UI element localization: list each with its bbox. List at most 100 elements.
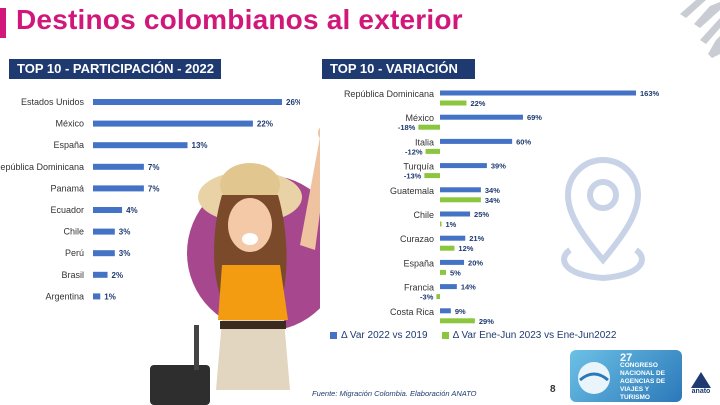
category-label: Panamá (50, 183, 84, 193)
value-label: 163% (640, 89, 660, 98)
legend-swatch-green (441, 332, 449, 339)
bar (440, 100, 467, 106)
congress-logo: 27 CONGRESO NACIONAL DE AGENCIAS DE VIAJ… (570, 350, 682, 402)
legend-item-series-1: Δ Var 2022 vs 2019 (330, 330, 428, 341)
bar (440, 138, 513, 144)
value-label: 21% (469, 234, 484, 243)
right-chart-header: TOP 10 - VARIACIÓN (322, 59, 475, 79)
value-label: 34% (485, 186, 500, 195)
value-label: -12% (405, 147, 423, 156)
category-label: España (403, 258, 434, 268)
legend-item-series-2: Δ Var Ene-Jun 2023 vs Ene-Jun2022 (441, 330, 617, 341)
bar (93, 271, 108, 278)
value-label: 22% (257, 120, 273, 129)
value-label: 7% (148, 184, 160, 193)
category-label: República Dominicana (0, 162, 84, 172)
source-note: Fuente: Migración Colombia. Elaboración … (312, 389, 477, 398)
category-label: Italia (415, 137, 434, 147)
value-label: 5% (450, 268, 461, 277)
category-label: Ecuador (50, 205, 84, 215)
category-label: Costa Rica (390, 307, 434, 317)
bar (93, 120, 253, 127)
traveler-woman-illustration (150, 127, 320, 405)
value-label: 60% (516, 137, 531, 146)
page-number: 8 (550, 384, 556, 395)
bar (93, 228, 115, 235)
category-label: España (53, 140, 84, 150)
bar (440, 163, 487, 169)
bar (440, 318, 475, 324)
category-label: Chile (63, 227, 84, 237)
value-label: 2% (112, 271, 124, 280)
page-title: Destinos colombianos al exterior (16, 4, 463, 35)
bar (93, 99, 282, 105)
bar (93, 293, 101, 300)
category-label: Guatemala (390, 186, 434, 196)
anato-mark-icon (691, 372, 711, 388)
bar (440, 308, 451, 314)
category-label: Francia (404, 283, 434, 293)
bar (440, 90, 636, 96)
bar (93, 163, 144, 170)
value-label: 1% (446, 220, 457, 229)
congress-number: 27 (620, 352, 633, 364)
value-label: 9% (455, 307, 466, 316)
category-label: Brasil (61, 270, 84, 280)
value-label: -18% (398, 123, 416, 132)
value-label: 20% (468, 258, 483, 267)
participation-chart: Estados Unidos 26% México 22% España 13% Repúb… (0, 97, 300, 301)
category-label: República Dominicana (344, 89, 434, 99)
bar (440, 269, 447, 275)
anato-logo-label: anato (691, 388, 711, 395)
value-label: 3% (119, 228, 131, 237)
anato-logo: anato (686, 372, 716, 402)
location-pin-icon (561, 157, 645, 282)
value-label: 7% (148, 163, 160, 172)
value-label: 26% (286, 98, 300, 107)
legend-label-series-2: Δ Var Ene-Jun 2023 vs Ene-Jun2022 (452, 330, 617, 341)
left-chart-header: TOP 10 - PARTICIPACIÓN - 2022 (9, 59, 221, 79)
value-label: 3% (119, 249, 131, 258)
bar (93, 250, 115, 257)
legend-label-series-1: Δ Var 2022 vs 2019 (341, 330, 428, 341)
category-label: Curazao (400, 234, 434, 244)
value-label: 29% (479, 317, 494, 326)
value-label: 69% (527, 113, 542, 122)
category-label: México (55, 119, 84, 129)
value-label: 13% (192, 141, 208, 150)
value-label: -3% (420, 293, 434, 302)
bar (440, 187, 481, 193)
bar (440, 221, 442, 227)
globe-icon (578, 362, 610, 394)
bar (93, 142, 188, 149)
title-accent-bar (0, 8, 6, 38)
category-label: Chile (413, 210, 434, 220)
bar (440, 235, 466, 241)
value-label: 14% (461, 283, 476, 292)
value-label: 25% (474, 210, 489, 219)
variation-chart: República Dominicana 163% 22% México 69% -18%… (344, 89, 660, 326)
bar (440, 245, 455, 251)
legend-swatch-blue (330, 332, 337, 339)
bar (93, 185, 144, 192)
bar (418, 124, 440, 130)
category-label: México (405, 113, 434, 123)
value-label: 34% (485, 196, 500, 205)
value-label: 12% (458, 244, 473, 253)
bar (93, 207, 123, 213)
value-label: 1% (104, 292, 116, 301)
congress-text: CONGRESO NACIONAL DE AGENCIAS DE VIAJES … (620, 362, 666, 401)
value-label: 39% (491, 162, 506, 171)
value-label: -13% (404, 172, 422, 181)
bar (424, 173, 440, 179)
category-label: Turquía (403, 162, 434, 172)
bar (440, 211, 471, 217)
variation-legend: Δ Var 2022 vs 2019 Δ Var Ene-Jun 2023 vs… (330, 330, 616, 341)
category-label: Perú (65, 248, 84, 258)
value-label: 22% (470, 99, 485, 108)
bar (440, 284, 457, 290)
decorative-corner-pattern (680, 0, 720, 58)
bar (440, 259, 465, 265)
value-label: 4% (126, 206, 138, 215)
bar (440, 197, 481, 203)
